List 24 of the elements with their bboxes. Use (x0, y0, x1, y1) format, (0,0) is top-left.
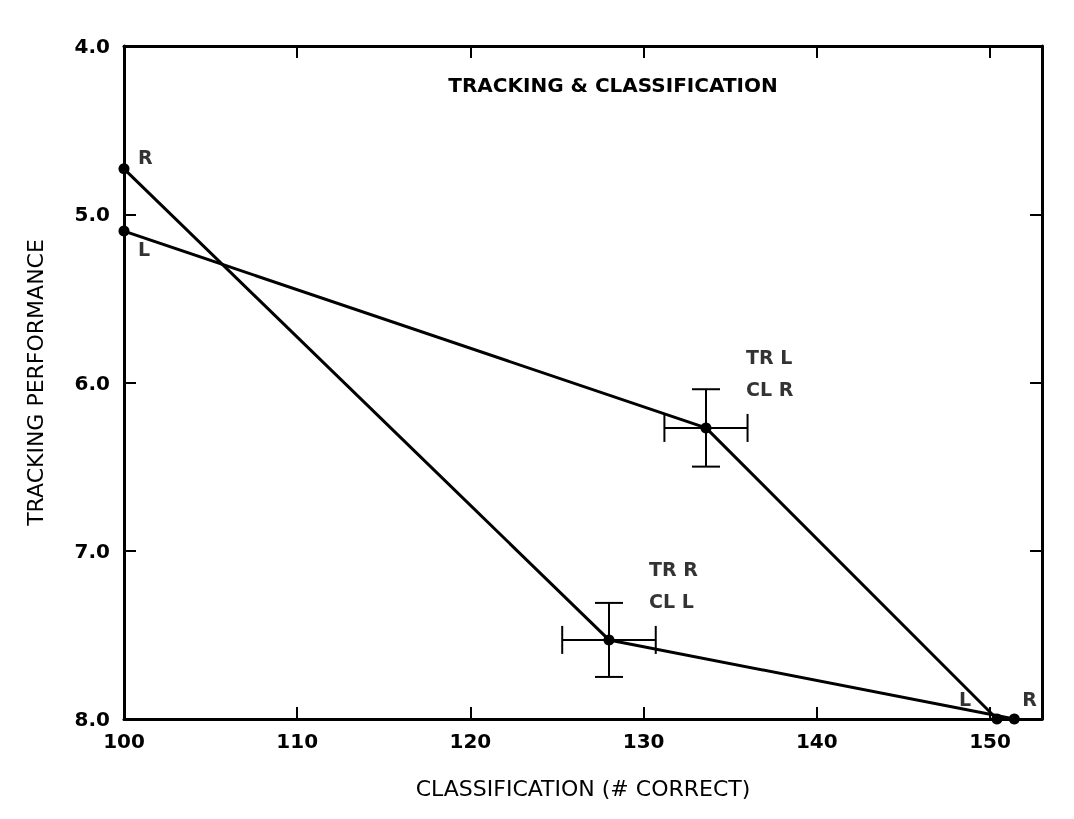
point (118, 225, 130, 237)
annotation: L (958, 688, 972, 710)
y-tick-label: 7.0 (74, 538, 110, 563)
x-axis-title: CLASSIFICATION (# CORRECT) (415, 775, 751, 801)
x-tick-label: 150 (969, 729, 1011, 753)
y-tick-label: 6.0 (74, 370, 110, 395)
text: TRACKING & CLASSIFICATION (448, 73, 778, 97)
point (118, 163, 130, 175)
annotation: TR L CL R (745, 345, 794, 400)
y-tick-label: 8.0 (74, 707, 110, 731)
x-tick-label: 140 (795, 729, 838, 753)
annotation: R (138, 145, 153, 168)
point (1008, 713, 1020, 725)
point (991, 713, 1003, 725)
y-axis-title: TRACKING PERFORMANCE (22, 239, 48, 527)
y-tick-label: 4.0 (74, 34, 110, 58)
x-tick-label: 130 (622, 729, 665, 753)
x-tick-label: 110 (276, 729, 319, 753)
annotation: R (1022, 688, 1038, 710)
annotation: TR R CL L (648, 557, 699, 612)
y-tick-label: 5.0 (74, 202, 110, 227)
x-tick-label: 100 (103, 729, 145, 753)
x-tick-label: 120 (449, 729, 492, 753)
annotation: L (138, 238, 151, 261)
